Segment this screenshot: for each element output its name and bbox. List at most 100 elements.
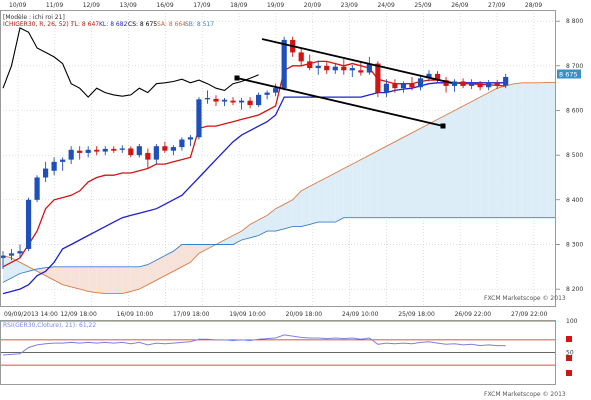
candle-body [34,177,40,200]
candle-body [324,65,330,71]
rsi-marker-bottom [566,370,572,376]
candle-body [451,81,458,86]
candle-body [8,253,15,256]
bottom-date-label: 12/09 18:00 [60,311,97,318]
candle-body [477,83,483,88]
candle-body [204,97,211,100]
cloud-segment [429,119,438,218]
top-date-label: 19/09 [267,2,284,9]
top-date-label: 11/09 [46,2,63,9]
candle-body [153,146,159,160]
rsi-header: RSI(GER30,Cloture), 21): 61,22 [3,322,96,329]
cloud-segment [20,262,29,274]
cloud-segment [352,159,361,218]
channel-lower-line[interactable] [236,77,444,127]
candle-body [383,83,389,93]
senkou-span-a-line [2,81,556,295]
bottom-date-label: 20/09 18:00 [286,311,323,318]
candle-body [60,159,66,162]
cloud-segment [488,88,498,218]
candle-body [94,149,100,152]
trend-channel [234,38,453,129]
candle-body [0,255,6,258]
cloud-segment [267,208,276,232]
cloud-segment [198,244,208,254]
cloud-segment [454,106,464,218]
candle-body [460,81,466,86]
cloud-segment [335,168,344,223]
candle-body [349,68,355,71]
candle-body [221,99,228,102]
cloud-segment [62,266,72,287]
price-panel-frame [0,10,556,307]
cloud-segment [514,82,523,218]
y-tick-label: 8 400 [566,197,583,204]
cloud-segment [275,204,285,232]
rsi-level-label: 100 [566,318,578,325]
candle-body [111,148,117,151]
bottom-date-label: 25/09 18:00 [398,311,435,318]
bottom-date-label: 27/09 22:00 [511,311,548,318]
cloud-segment [574,82,583,213]
candle-body [400,83,407,89]
candle-body [341,66,347,71]
cloud-segment [181,244,191,267]
candle-body [17,251,23,254]
candle-body [119,148,125,150]
cloud-segment [190,244,199,263]
candle-body [247,100,253,106]
cloud-segment [369,150,378,218]
candle-body [443,80,449,86]
candle-body [494,82,500,86]
candle-body [392,83,398,89]
cloud-segment [437,114,447,218]
channel-upper-line[interactable] [261,38,453,84]
last-price-badge: 8 675 [557,69,581,79]
candle-body [187,137,194,140]
cloud-segment [113,266,123,294]
symbol-params-label: ICHIGER30, R, 26, 52) : [3,21,73,28]
senkou-b-value-label: SB: 8 517 [185,21,214,28]
bottom-date-label: 17/09 18:00 [173,311,210,318]
cloud-segment [386,141,395,218]
chikou-value-label: CS: 8 675 [128,21,157,28]
candle-body [85,149,91,153]
cloud-segment [318,177,327,223]
cloud-segment [11,257,21,278]
cloud-segment [88,266,97,293]
cloud-segment [54,266,63,285]
candle-body [486,82,492,88]
cloud-segment [582,82,591,204]
candle-body [426,73,432,79]
rsi-line [2,334,506,356]
cloud-segment [250,219,259,238]
cloud-segment [309,181,319,225]
cloud-segment [343,164,353,218]
top-date-label: 12/09 [83,2,100,9]
candle-body [307,61,313,69]
top-date-label: 25/09 [414,2,431,9]
candle-body [298,52,304,62]
axes: 8 200 8 300 8 400 8 500 8 600 8 700 8 800 10/09… [4,2,583,318]
y-tick-label: 8 300 [566,241,583,248]
watermark-rsi: FXCM Marketscope © 2013 [484,391,566,398]
top-date-label: 17/09 [193,2,210,9]
cloud-segment [411,128,421,218]
top-date-label: 16/09 [156,2,173,9]
cloud-segment [360,155,370,218]
cloud-segment [463,101,472,218]
channel-handle-end[interactable] [440,123,446,129]
bottom-date-label: 16/09 10:00 [117,311,154,318]
rsi-level-label: 50 [566,350,574,357]
top-date-label: 23/09 [341,2,358,9]
cloud-segment [292,190,302,227]
cloud-segment [79,266,89,292]
cloud-segment [557,82,566,217]
candle-body [469,83,475,86]
y-tick-label: 8 700 [566,63,583,70]
y-tick-label: 8 800 [566,18,583,25]
y-tick-label: 8 200 [566,286,583,293]
model-label: [Modèle : ichi roi 21] [3,14,65,21]
channel-handle-start[interactable] [234,75,240,81]
